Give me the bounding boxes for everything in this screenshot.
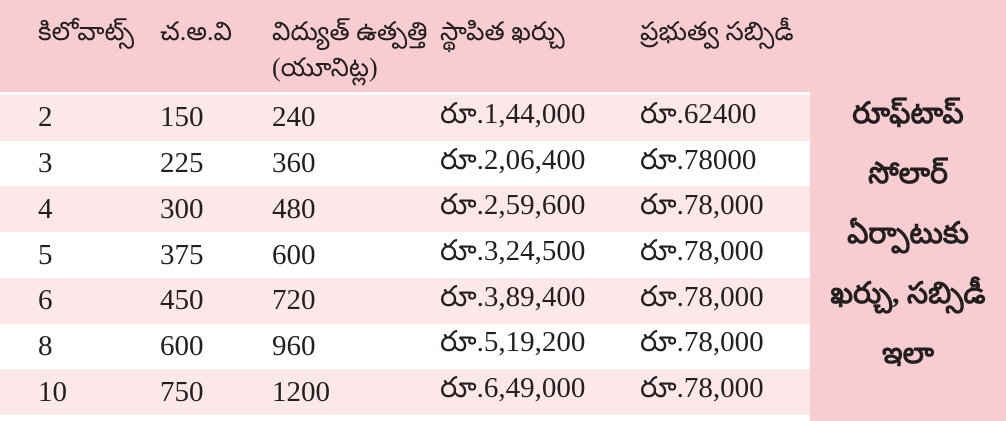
cell-govt-subsidy: రూ.78,000 bbox=[640, 372, 764, 405]
column-header-sublabel: (యూనిట్ల) bbox=[272, 53, 378, 82]
sidebar-note: రూఫ్‌టాప్ సోలార్ ఏర్పాటుకు ఖర్చు, సబ్సిడీ ఇల… bbox=[810, 0, 1006, 421]
sidebar-note-line: ఇలా bbox=[881, 337, 935, 370]
sidebar-note-line: ఖర్చు, సబ్సిడీ bbox=[830, 277, 986, 310]
sidebar-note-line: సోలార్ bbox=[868, 157, 948, 190]
cell-kilowatts: 5 bbox=[38, 238, 53, 271]
table-row: 8 600 960 రూ.5,19,200 రూ.78,000 bbox=[0, 323, 810, 370]
cell-govt-subsidy: రూ.62400 bbox=[640, 97, 757, 130]
table-body: 2 150 240 రూ.1,44,000 రూ.62400 3 225 360 రూ.2,06… bbox=[0, 95, 810, 416]
cell-area: 600 bbox=[160, 329, 204, 362]
cell-generation-units: 960 bbox=[272, 329, 316, 362]
cell-area: 750 bbox=[160, 375, 204, 408]
cell-installed-cost: రూ.1,44,000 bbox=[440, 97, 586, 130]
table-row: 6 450 720 రూ.3,89,400 రూ.78,000 bbox=[0, 277, 810, 324]
column-header-kilowatts: కిలోవాట్స్ bbox=[0, 14, 160, 50]
cell-area: 375 bbox=[160, 238, 204, 271]
sidebar-note-line: రూఫ్‌టాప్ bbox=[852, 97, 964, 130]
cell-govt-subsidy: రూ.78,000 bbox=[640, 280, 764, 313]
cell-installed-cost: రూ.2,06,400 bbox=[440, 143, 586, 176]
column-header-label: ప్రభుత్వ సబ్సిడీ bbox=[640, 17, 794, 46]
cell-kilowatts: 4 bbox=[38, 192, 53, 225]
cell-kilowatts: 8 bbox=[38, 329, 53, 362]
table-row: 5 375 600 రూ.3,24,500 రూ.78,000 bbox=[0, 232, 810, 278]
cell-kilowatts: 10 bbox=[38, 375, 67, 408]
column-header-label: కిలోవాట్స్ bbox=[38, 17, 135, 46]
cell-installed-cost: రూ.5,19,200 bbox=[440, 326, 586, 359]
cell-installed-cost: రూ.2,59,600 bbox=[440, 189, 586, 222]
cell-govt-subsidy: రూ.78000 bbox=[640, 143, 757, 176]
cell-installed-cost: రూ.3,24,500 bbox=[440, 235, 586, 268]
cell-area: 450 bbox=[160, 284, 204, 317]
column-header-installed-cost: స్థాపిత ఖర్చు bbox=[440, 14, 640, 50]
cell-generation-units: 720 bbox=[272, 284, 316, 317]
cell-govt-subsidy: రూ.78,000 bbox=[640, 235, 764, 268]
table-row: 10 750 1200 రూ.6,49,000 రూ.78,000 bbox=[0, 369, 810, 416]
cell-generation-units: 240 bbox=[272, 101, 316, 134]
cell-kilowatts: 3 bbox=[38, 147, 53, 180]
column-header-area: చ.అ.వి bbox=[160, 14, 272, 50]
cell-generation-units: 600 bbox=[272, 238, 316, 271]
column-header-label: విద్యుత్ ఉత్పత్తి bbox=[272, 17, 428, 46]
cell-kilowatts: 2 bbox=[38, 101, 53, 134]
table-row: 3 225 360 రూ.2,06,400 రూ.78000 bbox=[0, 140, 810, 187]
cell-installed-cost: రూ.3,89,400 bbox=[440, 280, 586, 313]
cell-area: 300 bbox=[160, 192, 204, 225]
table-row: 4 300 480 రూ.2,59,600 రూ.78,000 bbox=[0, 186, 810, 233]
cell-generation-units: 480 bbox=[272, 192, 316, 225]
table-header: కిలోవాట్స్ చ.అ.వి విద్యుత్ ఉత్పత్తి (యూనిట్… bbox=[0, 0, 810, 92]
cell-kilowatts: 6 bbox=[38, 284, 53, 317]
cell-govt-subsidy: రూ.78,000 bbox=[640, 189, 764, 222]
column-header-label: చ.అ.వి bbox=[160, 17, 233, 46]
cell-generation-units: 360 bbox=[272, 147, 316, 180]
solar-cost-table: కిలోవాట్స్ చ.అ.వి విద్యుత్ ఉత్పత్తి (యూనిట్… bbox=[0, 0, 810, 416]
cell-generation-units: 1200 bbox=[272, 375, 330, 408]
table-row: 2 150 240 రూ.1,44,000 రూ.62400 bbox=[0, 95, 810, 141]
cell-area: 150 bbox=[160, 101, 204, 134]
cell-area: 225 bbox=[160, 147, 204, 180]
sidebar-note-line: ఏర్పాటుకు bbox=[847, 217, 969, 250]
cell-installed-cost: రూ.6,49,000 bbox=[440, 372, 586, 405]
column-header-label: స్థాపిత ఖర్చు bbox=[440, 17, 565, 46]
cell-govt-subsidy: రూ.78,000 bbox=[640, 326, 764, 359]
column-header-govt-subsidy: ప్రభుత్వ సబ్సిడీ bbox=[640, 14, 810, 50]
column-header-generation-units: విద్యుత్ ఉత్పత్తి (యూనిట్ల) bbox=[272, 14, 440, 86]
